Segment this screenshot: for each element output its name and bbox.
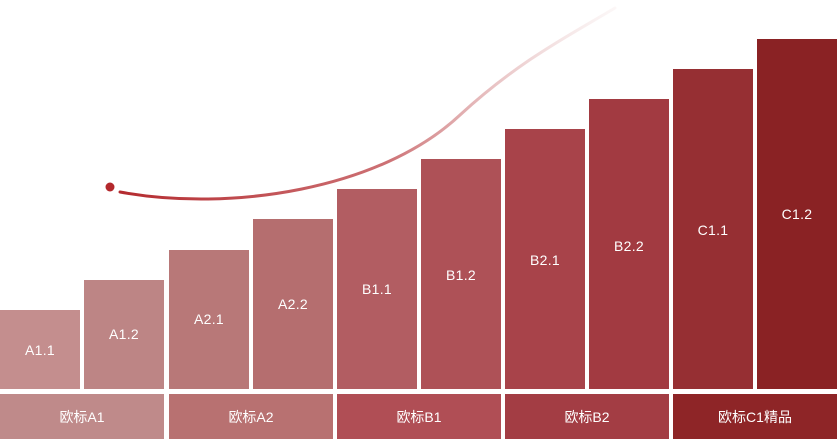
level-band-5: 欧标C1精品 <box>673 394 837 439</box>
curve-start-dot <box>105 182 115 192</box>
step-label: B1.2 <box>446 267 476 283</box>
level-band-1: 欧标A1 <box>0 394 164 439</box>
step-bar-c1-2: C1.2 <box>757 39 837 389</box>
step-bar-a2-1: A2.1 <box>169 250 249 389</box>
step-label: A2.1 <box>194 311 224 327</box>
step-bar-b2-1: B2.1 <box>505 129 585 389</box>
step-label: B2.2 <box>614 238 644 254</box>
step-label: A1.2 <box>109 326 139 342</box>
step-label: A1.1 <box>25 342 55 358</box>
step-label: C1.1 <box>697 222 729 238</box>
step-bar-c1-1: C1.1 <box>673 69 753 389</box>
step-bar-b1-2: B1.2 <box>421 159 501 389</box>
step-label: B1.1 <box>362 281 392 297</box>
level-band-4: 欧标B2 <box>505 394 669 439</box>
level-band-3: 欧标B1 <box>337 394 501 439</box>
step-label: A2.2 <box>278 296 308 312</box>
step-label: B2.1 <box>530 252 560 268</box>
step-label: C1.2 <box>781 206 813 222</box>
step-bar-a1-2: A1.2 <box>84 280 164 389</box>
step-bar-b1-1: B1.1 <box>337 189 417 389</box>
level-band-2: 欧标A2 <box>169 394 333 439</box>
step-bar-a1-1: A1.1 <box>0 310 80 389</box>
step-bar-a2-2: A2.2 <box>253 219 333 389</box>
step-bar-b2-2: B2.2 <box>589 99 669 389</box>
